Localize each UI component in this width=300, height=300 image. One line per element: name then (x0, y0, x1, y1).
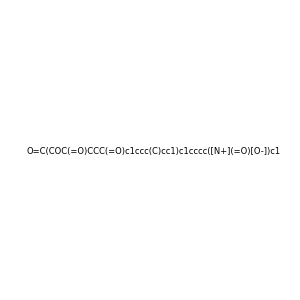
Text: O=C(COC(=O)CCC(=O)c1ccc(C)cc1)c1cccc([N+](=O)[O-])c1: O=C(COC(=O)CCC(=O)c1ccc(C)cc1)c1cccc([N+… (27, 147, 281, 156)
